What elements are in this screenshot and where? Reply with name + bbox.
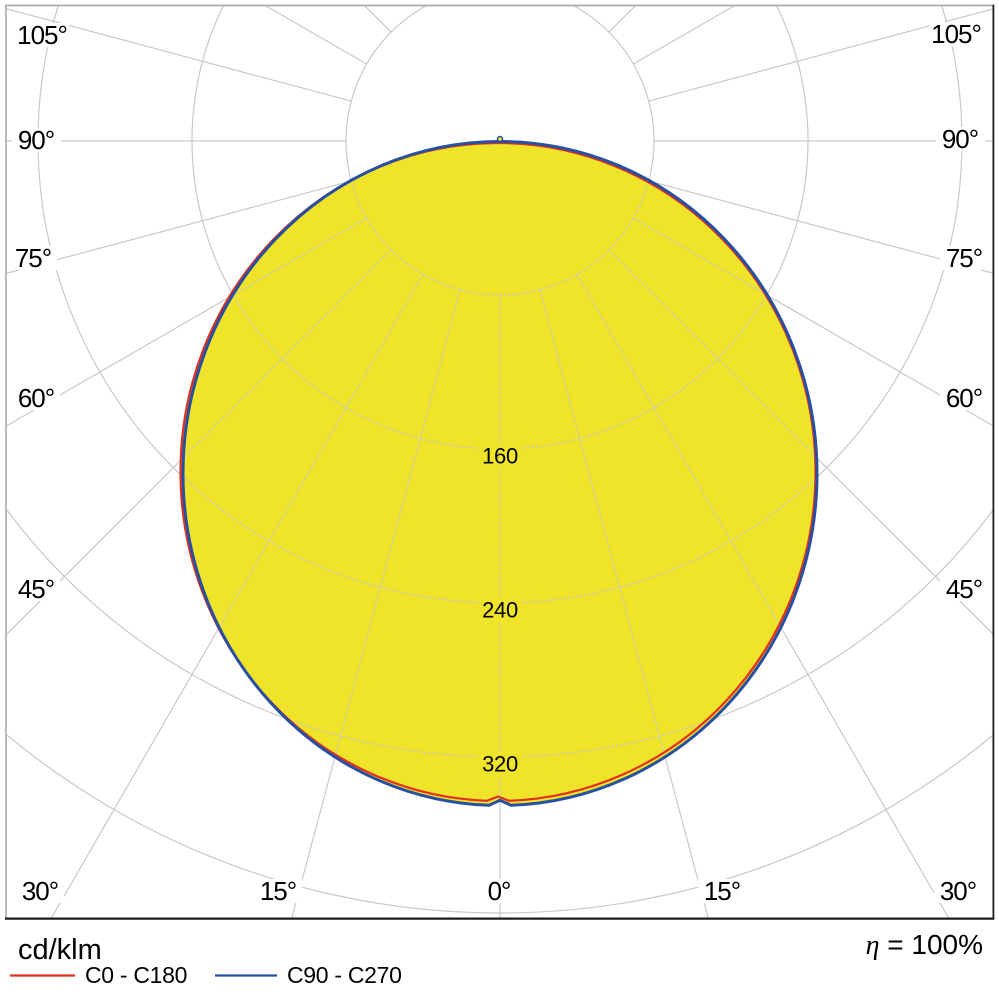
- svg-text:60°: 60°: [946, 383, 982, 413]
- svg-text:C0 - C180: C0 - C180: [85, 962, 187, 988]
- svg-text:240: 240: [482, 598, 518, 623]
- svg-text:75°: 75°: [946, 243, 982, 273]
- svg-text:C90 - C270: C90 - C270: [287, 962, 402, 988]
- svg-text:45°: 45°: [18, 574, 54, 604]
- svg-text:320: 320: [482, 752, 518, 777]
- svg-text:30°: 30°: [940, 876, 976, 906]
- svg-text:160: 160: [482, 444, 518, 469]
- svg-text:75°: 75°: [15, 243, 51, 273]
- svg-text:105°: 105°: [931, 19, 981, 49]
- svg-text:15°: 15°: [260, 876, 296, 906]
- svg-text:η = 100%: η = 100%: [866, 929, 983, 961]
- svg-text:15°: 15°: [704, 876, 740, 906]
- svg-text:45°: 45°: [946, 574, 982, 604]
- svg-text:105°: 105°: [17, 20, 67, 50]
- svg-text:0°: 0°: [488, 876, 511, 906]
- svg-text:90°: 90°: [18, 125, 54, 155]
- svg-text:90°: 90°: [942, 124, 978, 154]
- svg-text:cd/klm: cd/klm: [18, 934, 102, 966]
- svg-text:60°: 60°: [18, 383, 54, 413]
- svg-text:30°: 30°: [22, 876, 58, 906]
